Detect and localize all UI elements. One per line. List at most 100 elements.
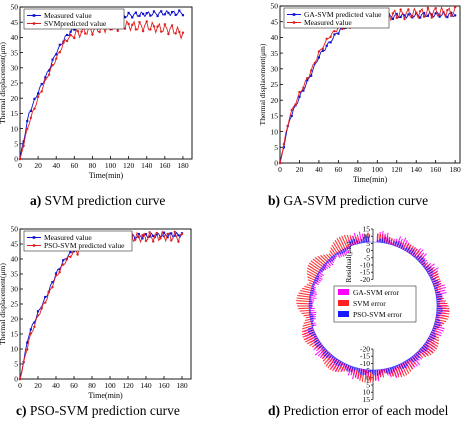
data-point bbox=[131, 23, 134, 27]
residual-bar bbox=[314, 341, 321, 346]
residual-bar bbox=[340, 362, 344, 367]
residual-bar bbox=[338, 236, 346, 249]
y-tick-label: 0 bbox=[14, 375, 18, 384]
residual-bar bbox=[305, 316, 311, 319]
residual-bar bbox=[415, 353, 420, 358]
y-tick-label: 40 bbox=[271, 33, 279, 42]
y-tick-label: 20 bbox=[11, 94, 19, 103]
residual-bar bbox=[306, 283, 313, 287]
y-tick-label: 50 bbox=[11, 225, 19, 234]
data-point bbox=[80, 30, 83, 33]
residual-bar bbox=[343, 363, 346, 366]
residual-bar bbox=[396, 365, 399, 369]
residual-bar bbox=[317, 255, 326, 264]
residual-bar bbox=[318, 344, 323, 349]
residual-bar bbox=[353, 238, 357, 245]
residual-bar bbox=[328, 253, 333, 258]
residual-bar bbox=[297, 294, 310, 298]
data-point bbox=[137, 232, 140, 236]
data-point bbox=[145, 20, 148, 23]
y-tick-label: 5 bbox=[274, 143, 278, 152]
x-tick-label: 20 bbox=[296, 165, 304, 174]
residual-bar bbox=[417, 255, 422, 261]
radial-tick-label: 10 bbox=[363, 388, 371, 397]
radial-tick-label: 0 bbox=[366, 246, 370, 255]
radial-tick-label: -5 bbox=[364, 253, 370, 262]
data-point bbox=[55, 57, 58, 60]
residual-bar bbox=[348, 246, 351, 251]
x-axis-label: Time(min) bbox=[353, 175, 388, 184]
data-point bbox=[174, 13, 177, 16]
residual-bar bbox=[418, 257, 424, 263]
data-point bbox=[141, 237, 144, 240]
residual-bar bbox=[398, 242, 403, 248]
residual-bar bbox=[435, 319, 441, 322]
legend-swatch bbox=[338, 289, 349, 295]
residual-bar bbox=[436, 298, 442, 301]
data-point bbox=[321, 47, 325, 50]
caption-b: b) GA-SVM prediction curve bbox=[268, 193, 429, 208]
x-tick-label: 120 bbox=[123, 161, 135, 170]
residual-bar bbox=[335, 359, 340, 366]
data-point bbox=[310, 74, 313, 77]
x-axis-label: Time(min) bbox=[89, 171, 124, 180]
data-point bbox=[98, 30, 101, 34]
residual-bar bbox=[433, 325, 439, 329]
y-tick-label: 50 bbox=[11, 3, 19, 12]
caption-a: a) SVM prediction curve bbox=[30, 193, 166, 208]
residual-bar bbox=[400, 363, 404, 370]
data-point bbox=[174, 32, 177, 35]
residual-bar bbox=[317, 273, 323, 278]
data-point bbox=[51, 63, 54, 67]
y-tick-label: 10 bbox=[11, 124, 19, 133]
x-tick-label: 60 bbox=[71, 161, 79, 170]
data-point bbox=[29, 328, 32, 331]
residual-bar bbox=[301, 325, 313, 330]
residual-bar bbox=[396, 241, 401, 248]
radial-axis-label: Residual(μm) bbox=[344, 241, 353, 283]
residual-bar bbox=[435, 291, 441, 294]
data-point bbox=[152, 240, 155, 243]
residual-bar bbox=[383, 236, 387, 244]
series-line bbox=[19, 230, 183, 380]
data-point bbox=[62, 263, 65, 266]
data-point bbox=[152, 234, 155, 238]
data-point bbox=[286, 124, 289, 128]
data-point bbox=[152, 25, 156, 28]
data-point bbox=[329, 35, 332, 39]
residual-bar bbox=[322, 265, 326, 269]
data-point bbox=[321, 49, 324, 52]
data-point bbox=[72, 250, 76, 253]
residual-bar bbox=[323, 254, 329, 261]
data-point bbox=[426, 14, 429, 17]
residual-bar bbox=[328, 259, 332, 263]
data-point bbox=[166, 232, 169, 236]
data-point bbox=[181, 31, 185, 34]
radial-tick-label: -15 bbox=[360, 352, 370, 361]
y-tick-label: 5 bbox=[14, 360, 18, 369]
data-point bbox=[141, 233, 144, 237]
data-point bbox=[138, 21, 141, 24]
residual-bar bbox=[309, 313, 317, 316]
residual-bar bbox=[330, 247, 336, 255]
data-point bbox=[148, 235, 151, 238]
data-point bbox=[65, 39, 69, 43]
residual-bar bbox=[427, 268, 433, 273]
legend-label: Measured value bbox=[44, 11, 92, 20]
residual-bar bbox=[333, 254, 336, 258]
x-tick-label: 20 bbox=[34, 161, 42, 170]
residual-bar bbox=[327, 259, 334, 266]
data-point bbox=[134, 28, 138, 31]
residual-bar bbox=[361, 238, 363, 243]
data-point bbox=[442, 10, 445, 14]
residual-bar bbox=[306, 273, 316, 279]
radial-tick-label: -20 bbox=[360, 275, 370, 284]
data-point bbox=[83, 32, 87, 35]
residual-bar bbox=[331, 244, 338, 254]
data-point bbox=[22, 140, 25, 143]
y-tick-label: 15 bbox=[271, 112, 279, 121]
residual-bar bbox=[432, 327, 437, 330]
